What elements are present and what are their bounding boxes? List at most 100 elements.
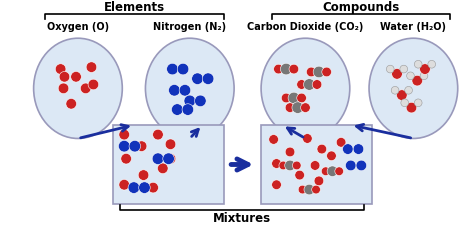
Circle shape bbox=[121, 154, 131, 164]
FancyBboxPatch shape bbox=[113, 125, 224, 204]
Circle shape bbox=[119, 130, 129, 140]
Circle shape bbox=[295, 170, 304, 180]
Circle shape bbox=[139, 182, 150, 194]
Circle shape bbox=[412, 76, 422, 87]
Circle shape bbox=[182, 104, 193, 116]
Circle shape bbox=[353, 144, 364, 155]
Circle shape bbox=[314, 176, 324, 186]
Circle shape bbox=[163, 153, 174, 165]
Circle shape bbox=[306, 68, 316, 77]
Circle shape bbox=[405, 87, 412, 95]
Circle shape bbox=[414, 61, 422, 69]
Circle shape bbox=[297, 80, 306, 90]
Circle shape bbox=[165, 154, 176, 164]
Circle shape bbox=[169, 85, 180, 97]
Circle shape bbox=[184, 96, 196, 107]
Circle shape bbox=[401, 100, 409, 107]
Circle shape bbox=[303, 79, 315, 91]
Text: Nitrogen (N₂): Nitrogen (N₂) bbox=[153, 21, 226, 31]
Circle shape bbox=[269, 135, 278, 145]
Circle shape bbox=[88, 80, 99, 90]
Circle shape bbox=[128, 182, 140, 194]
Circle shape bbox=[285, 161, 295, 171]
Circle shape bbox=[272, 180, 282, 190]
Ellipse shape bbox=[146, 39, 234, 139]
Circle shape bbox=[272, 159, 282, 169]
Circle shape bbox=[157, 163, 168, 174]
Circle shape bbox=[118, 141, 130, 152]
Circle shape bbox=[279, 161, 288, 170]
Circle shape bbox=[400, 66, 408, 74]
Circle shape bbox=[301, 103, 310, 113]
Circle shape bbox=[152, 153, 164, 165]
Circle shape bbox=[312, 185, 320, 194]
Circle shape bbox=[136, 141, 147, 152]
Circle shape bbox=[312, 80, 322, 90]
Circle shape bbox=[202, 74, 214, 85]
Circle shape bbox=[292, 161, 301, 170]
Circle shape bbox=[419, 64, 430, 75]
Circle shape bbox=[55, 64, 66, 75]
Text: Compounds: Compounds bbox=[322, 1, 400, 14]
Circle shape bbox=[281, 64, 292, 76]
Ellipse shape bbox=[261, 39, 350, 139]
Circle shape bbox=[391, 87, 399, 95]
Circle shape bbox=[407, 73, 414, 80]
Circle shape bbox=[282, 94, 291, 103]
Circle shape bbox=[414, 100, 422, 107]
Circle shape bbox=[165, 139, 176, 150]
Circle shape bbox=[288, 93, 300, 104]
Circle shape bbox=[191, 74, 203, 85]
Circle shape bbox=[346, 161, 356, 171]
Circle shape bbox=[321, 167, 330, 176]
Text: Elements: Elements bbox=[104, 1, 165, 14]
Circle shape bbox=[327, 151, 336, 161]
Circle shape bbox=[285, 148, 295, 157]
Circle shape bbox=[428, 61, 436, 69]
Circle shape bbox=[66, 99, 76, 109]
Circle shape bbox=[129, 141, 141, 152]
Circle shape bbox=[86, 63, 97, 73]
FancyBboxPatch shape bbox=[261, 125, 372, 204]
Circle shape bbox=[177, 64, 189, 76]
Text: Oxygen (O): Oxygen (O) bbox=[47, 21, 109, 31]
Text: Water (H₂O): Water (H₂O) bbox=[381, 21, 447, 31]
Circle shape bbox=[304, 184, 315, 195]
Circle shape bbox=[179, 85, 191, 97]
Circle shape bbox=[285, 103, 295, 113]
Circle shape bbox=[327, 166, 338, 177]
Circle shape bbox=[298, 185, 307, 194]
Ellipse shape bbox=[369, 39, 458, 139]
Circle shape bbox=[59, 72, 70, 83]
Ellipse shape bbox=[34, 39, 122, 139]
Circle shape bbox=[313, 67, 325, 78]
Circle shape bbox=[392, 69, 402, 80]
Circle shape bbox=[317, 145, 327, 154]
Circle shape bbox=[138, 170, 149, 181]
Text: Carbon Dioxide (CO₂): Carbon Dioxide (CO₂) bbox=[247, 21, 364, 31]
Circle shape bbox=[420, 73, 428, 80]
Circle shape bbox=[310, 161, 320, 170]
Circle shape bbox=[58, 84, 69, 94]
Circle shape bbox=[81, 84, 91, 94]
Circle shape bbox=[397, 90, 407, 101]
Circle shape bbox=[406, 103, 417, 113]
Circle shape bbox=[273, 65, 283, 75]
Circle shape bbox=[297, 94, 306, 103]
Circle shape bbox=[292, 102, 303, 114]
Circle shape bbox=[386, 66, 394, 74]
Circle shape bbox=[119, 180, 129, 190]
Circle shape bbox=[289, 65, 299, 75]
Circle shape bbox=[356, 161, 367, 171]
Circle shape bbox=[343, 144, 353, 155]
Circle shape bbox=[195, 96, 206, 107]
Circle shape bbox=[172, 104, 183, 116]
Circle shape bbox=[302, 134, 312, 144]
Circle shape bbox=[167, 64, 178, 76]
Circle shape bbox=[153, 130, 163, 140]
Circle shape bbox=[71, 72, 82, 83]
Circle shape bbox=[322, 68, 331, 77]
Circle shape bbox=[336, 138, 346, 148]
Text: Mixtures: Mixtures bbox=[213, 211, 271, 224]
Circle shape bbox=[335, 167, 344, 176]
